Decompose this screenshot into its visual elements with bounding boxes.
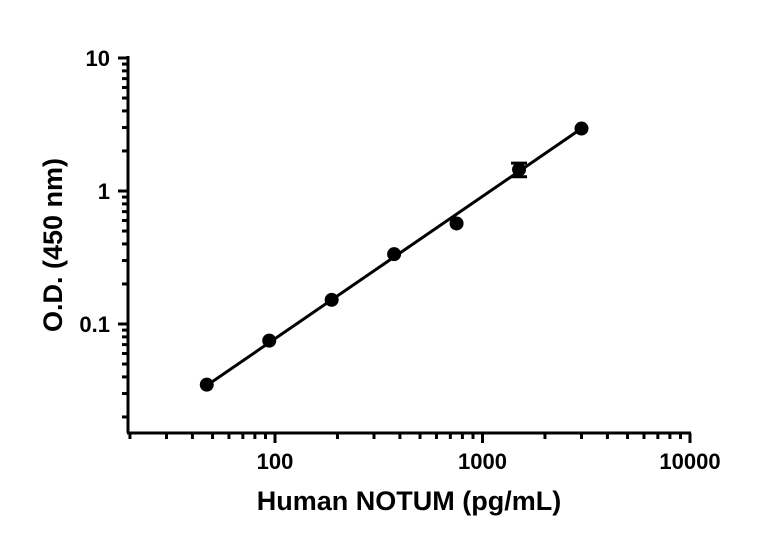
x-tick-label: 1000 xyxy=(458,449,507,474)
data-point xyxy=(574,121,589,136)
x-axis-title: Human NOTUM (pg/mL) xyxy=(257,486,561,516)
data-point xyxy=(262,333,277,348)
x-tick-label: 10000 xyxy=(659,449,720,474)
data-points xyxy=(199,121,589,392)
data-point xyxy=(387,247,402,262)
data-point xyxy=(199,377,214,392)
x-tick-label: 100 xyxy=(257,449,294,474)
plot-area: 0.1 1 10 100 1000 10000 xyxy=(79,46,720,474)
y-tick-label: 1 xyxy=(98,179,110,204)
y-tick-label: 10 xyxy=(86,46,110,71)
data-point xyxy=(324,292,339,307)
y-axis-title: O.D. (450 nm) xyxy=(38,158,68,332)
data-point xyxy=(512,162,527,177)
y-axis-ticks: 0.1 1 10 xyxy=(79,46,128,419)
y-tick-label: 0.1 xyxy=(79,312,110,337)
x-axis-ticks: 100 1000 10000 xyxy=(128,433,721,474)
data-point xyxy=(449,216,464,231)
